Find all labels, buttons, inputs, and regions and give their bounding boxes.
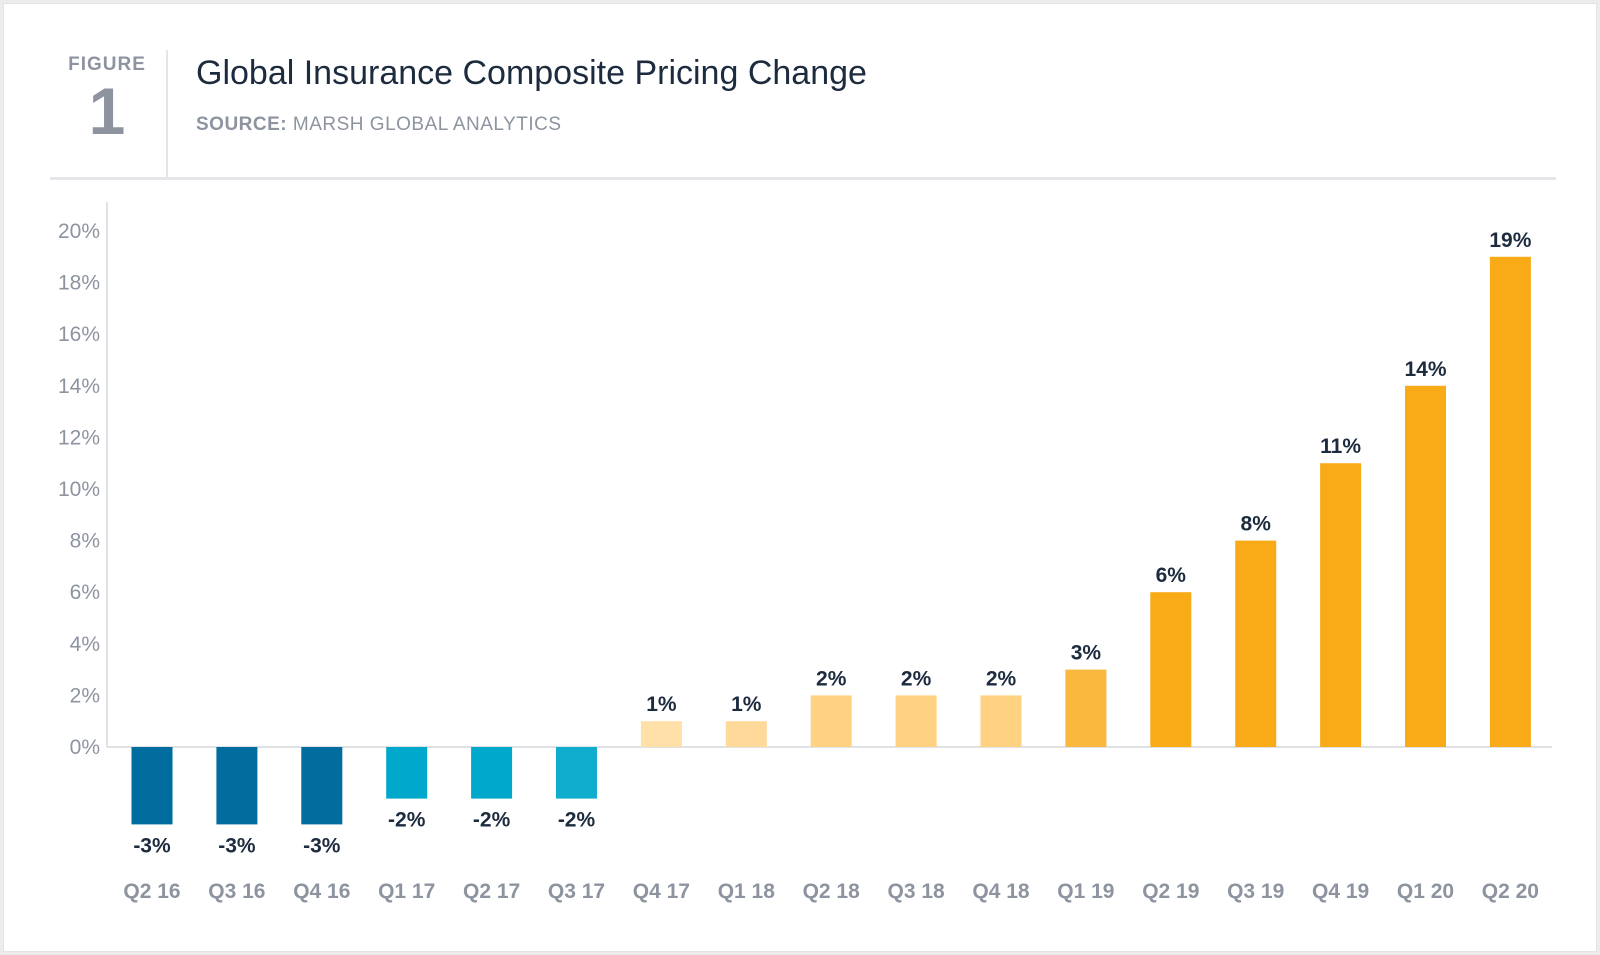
figure-badge: FIGURE 1 <box>50 54 164 144</box>
x-category-label: Q2 18 <box>803 880 861 903</box>
data-label: 2% <box>986 667 1017 690</box>
data-label: -2% <box>388 809 426 832</box>
bar <box>725 721 767 747</box>
bar <box>810 695 852 747</box>
data-label: 6% <box>1156 564 1187 587</box>
x-category-label: Q4 16 <box>293 880 350 903</box>
bar <box>1405 385 1446 747</box>
data-label: 8% <box>1241 513 1272 536</box>
x-category-label: Q1 18 <box>718 880 776 903</box>
y-tick-label: 4% <box>70 633 100 656</box>
data-label: 11% <box>1320 435 1361 458</box>
bar <box>471 747 513 799</box>
bar <box>980 695 1022 747</box>
y-tick-label: 16% <box>58 323 100 346</box>
y-tick-label: 8% <box>70 530 100 553</box>
data-label: 1% <box>731 693 762 716</box>
header-rule <box>50 177 1556 180</box>
data-label: -3% <box>133 834 171 857</box>
bar <box>556 747 597 799</box>
bar <box>895 695 937 747</box>
bar <box>1065 669 1107 747</box>
data-label: -2% <box>473 809 511 832</box>
figure-label: FIGURE <box>68 54 146 75</box>
y-tick-label: 12% <box>58 426 100 449</box>
source-value: MARSH GLOBAL ANALYTICS <box>292 114 562 135</box>
source-label: SOURCE: <box>196 114 288 135</box>
y-tick-label: 2% <box>70 684 100 707</box>
bar <box>640 721 682 747</box>
y-tick-label: 6% <box>70 581 100 604</box>
bar <box>386 747 428 799</box>
bar <box>131 747 173 825</box>
y-tick-label: 18% <box>58 272 100 295</box>
x-category-label: Q1 17 <box>378 880 435 903</box>
bar <box>1320 463 1362 747</box>
data-label: -2% <box>558 809 596 832</box>
data-label: 2% <box>816 667 847 690</box>
x-category-label: Q2 19 <box>1142 880 1199 903</box>
x-category-label: Q3 17 <box>548 880 605 903</box>
data-label: 3% <box>1071 642 1102 665</box>
data-label: 1% <box>646 693 677 716</box>
figure-number: 1 <box>88 74 126 148</box>
x-category-label: Q2 20 <box>1482 880 1539 903</box>
x-category-label: Q3 19 <box>1227 880 1284 903</box>
x-category-label: Q2 17 <box>463 880 520 903</box>
bar <box>216 747 258 825</box>
data-label: 2% <box>901 667 932 690</box>
x-category-label: Q4 17 <box>633 880 690 903</box>
x-category-label: Q3 18 <box>887 880 945 903</box>
x-category-label: Q1 19 <box>1057 880 1114 903</box>
x-category-label: Q1 20 <box>1397 880 1454 903</box>
data-label: 14% <box>1404 358 1446 381</box>
x-category-label: Q4 19 <box>1312 880 1369 903</box>
y-tick-label: 0% <box>70 736 100 759</box>
chart-title: Global Insurance Composite Pricing Chang… <box>196 54 867 92</box>
bar <box>1235 540 1277 747</box>
y-tick-label: 10% <box>58 478 100 501</box>
data-label: -3% <box>303 834 341 857</box>
bar <box>1489 256 1531 747</box>
x-category-label: Q4 18 <box>972 880 1030 903</box>
x-category-label: Q2 16 <box>123 880 180 903</box>
y-tick-label: 20% <box>58 220 100 243</box>
header-vertical-divider <box>166 50 168 178</box>
y-tick-label: 14% <box>58 375 100 398</box>
bar <box>1150 592 1192 747</box>
x-category-label: Q3 16 <box>208 880 265 903</box>
data-label: 19% <box>1489 229 1531 252</box>
data-label: -3% <box>218 834 256 857</box>
bar <box>301 747 343 825</box>
chart-source: SOURCE: MARSH GLOBAL ANALYTICS <box>196 114 562 136</box>
